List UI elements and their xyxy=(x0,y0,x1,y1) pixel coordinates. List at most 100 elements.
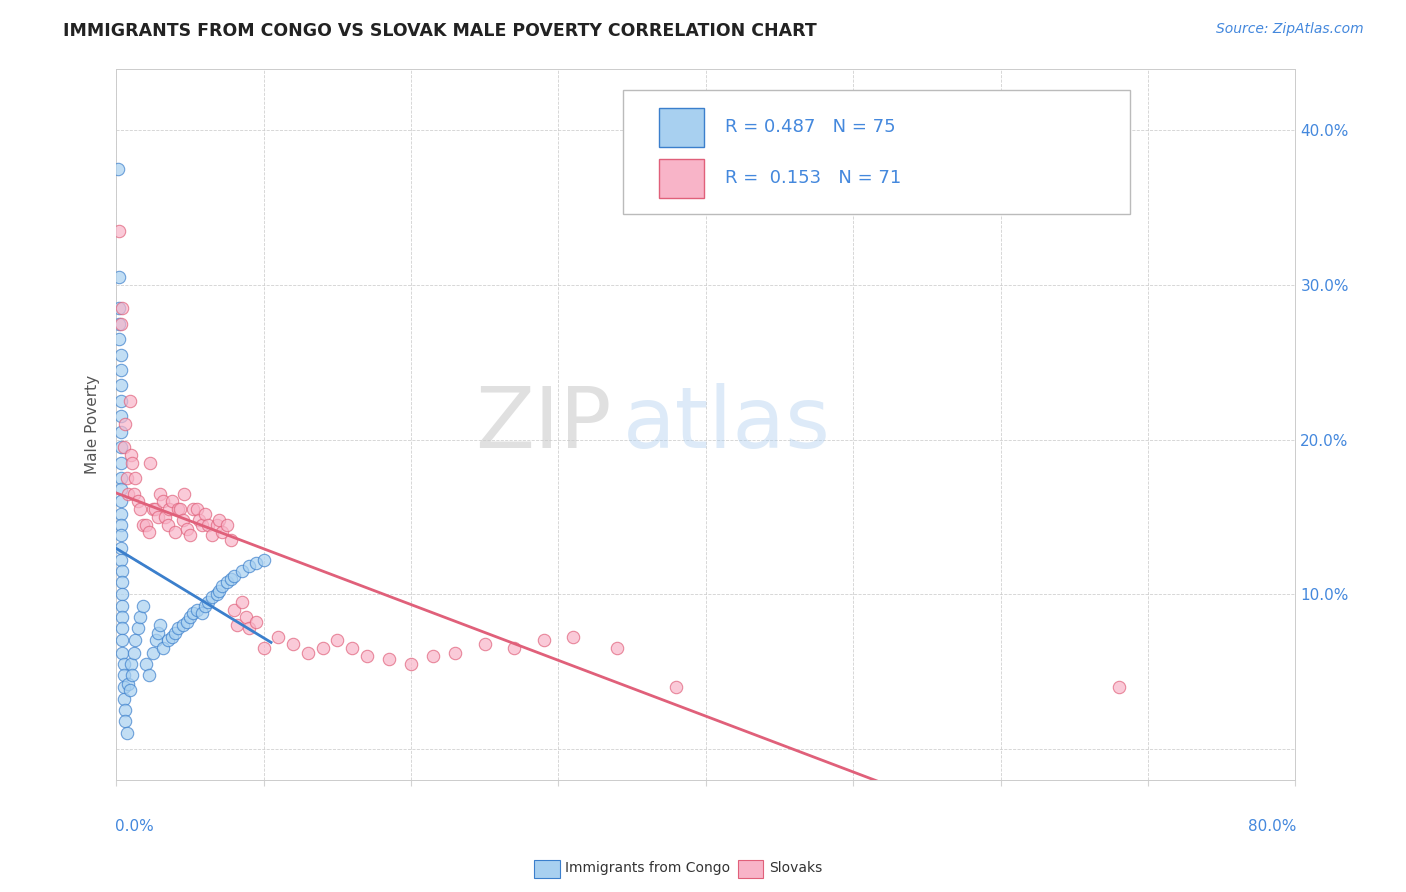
Point xyxy=(110,456,132,470)
Point xyxy=(121,456,143,470)
Point xyxy=(194,599,217,614)
Point xyxy=(1108,680,1130,694)
Point xyxy=(197,595,219,609)
Text: Source: ZipAtlas.com: Source: ZipAtlas.com xyxy=(1216,22,1364,37)
Point xyxy=(112,657,135,671)
Bar xyxy=(658,108,703,147)
Point xyxy=(108,224,131,238)
Point xyxy=(107,161,129,176)
Point xyxy=(127,494,149,508)
Point xyxy=(186,502,208,516)
Point xyxy=(156,633,179,648)
Point xyxy=(111,646,134,660)
Point xyxy=(128,610,150,624)
Point xyxy=(562,631,585,645)
Y-axis label: Male Poverty: Male Poverty xyxy=(86,375,100,474)
Text: R =  0.153   N = 71: R = 0.153 N = 71 xyxy=(724,169,901,187)
Point xyxy=(138,667,160,681)
Point xyxy=(135,517,157,532)
Point xyxy=(238,559,260,574)
Point xyxy=(201,528,224,542)
Point xyxy=(211,579,233,593)
Point xyxy=(503,641,526,656)
Point xyxy=(121,667,143,681)
Point xyxy=(124,471,146,485)
Point xyxy=(173,486,195,500)
Point xyxy=(665,680,688,694)
Point xyxy=(224,568,246,582)
Point xyxy=(110,528,132,542)
Point xyxy=(167,621,190,635)
Point xyxy=(181,606,204,620)
Point xyxy=(399,657,422,671)
Point xyxy=(165,625,187,640)
Point xyxy=(145,633,167,648)
Point xyxy=(187,513,209,527)
Point xyxy=(191,606,214,620)
Point xyxy=(122,646,145,660)
Point xyxy=(124,633,146,648)
Bar xyxy=(658,159,703,198)
Point xyxy=(176,615,198,629)
Point xyxy=(378,652,401,666)
Point xyxy=(114,714,136,728)
Point xyxy=(157,502,180,516)
Point xyxy=(118,683,141,698)
Point xyxy=(205,587,228,601)
Point xyxy=(311,641,333,656)
Point xyxy=(138,525,160,540)
Point xyxy=(172,513,194,527)
Point xyxy=(231,564,253,578)
Point xyxy=(186,602,208,616)
Point xyxy=(169,502,191,516)
Point xyxy=(179,528,201,542)
Point xyxy=(114,703,136,717)
Point xyxy=(111,564,134,578)
Point xyxy=(114,417,136,431)
Point xyxy=(211,525,233,540)
Point xyxy=(267,631,290,645)
Point xyxy=(245,556,267,570)
Point xyxy=(606,641,628,656)
Point xyxy=(191,517,214,532)
Text: IMMIGRANTS FROM CONGO VS SLOVAK MALE POVERTY CORRELATION CHART: IMMIGRANTS FROM CONGO VS SLOVAK MALE POV… xyxy=(63,22,817,40)
Point xyxy=(142,502,165,516)
Point xyxy=(219,572,242,586)
FancyBboxPatch shape xyxy=(623,90,1130,214)
Point xyxy=(197,517,219,532)
Point xyxy=(110,393,132,408)
Point xyxy=(167,502,190,516)
Point xyxy=(110,507,132,521)
Point xyxy=(127,621,149,635)
Point xyxy=(162,494,184,508)
Point xyxy=(179,610,201,624)
Point xyxy=(139,456,162,470)
Point xyxy=(111,587,134,601)
Point xyxy=(135,657,157,671)
Point xyxy=(112,667,135,681)
Point xyxy=(108,317,131,331)
Point xyxy=(111,621,134,635)
Point xyxy=(235,610,257,624)
Point xyxy=(281,637,304,651)
Text: Slovaks: Slovaks xyxy=(769,861,823,875)
Point xyxy=(215,517,238,532)
Point xyxy=(111,633,134,648)
Point xyxy=(111,574,134,589)
Text: 80.0%: 80.0% xyxy=(1249,819,1296,834)
Point xyxy=(110,517,132,532)
Point xyxy=(110,409,132,424)
Point xyxy=(172,618,194,632)
Point xyxy=(110,425,132,439)
Point xyxy=(226,618,249,632)
Point xyxy=(118,393,141,408)
Point xyxy=(215,574,238,589)
Point xyxy=(208,584,231,599)
Point xyxy=(115,726,138,740)
Point xyxy=(219,533,242,547)
Point xyxy=(115,471,138,485)
Text: 0.0%: 0.0% xyxy=(115,819,153,834)
Point xyxy=(110,494,132,508)
Point xyxy=(111,301,134,315)
Point xyxy=(152,494,174,508)
